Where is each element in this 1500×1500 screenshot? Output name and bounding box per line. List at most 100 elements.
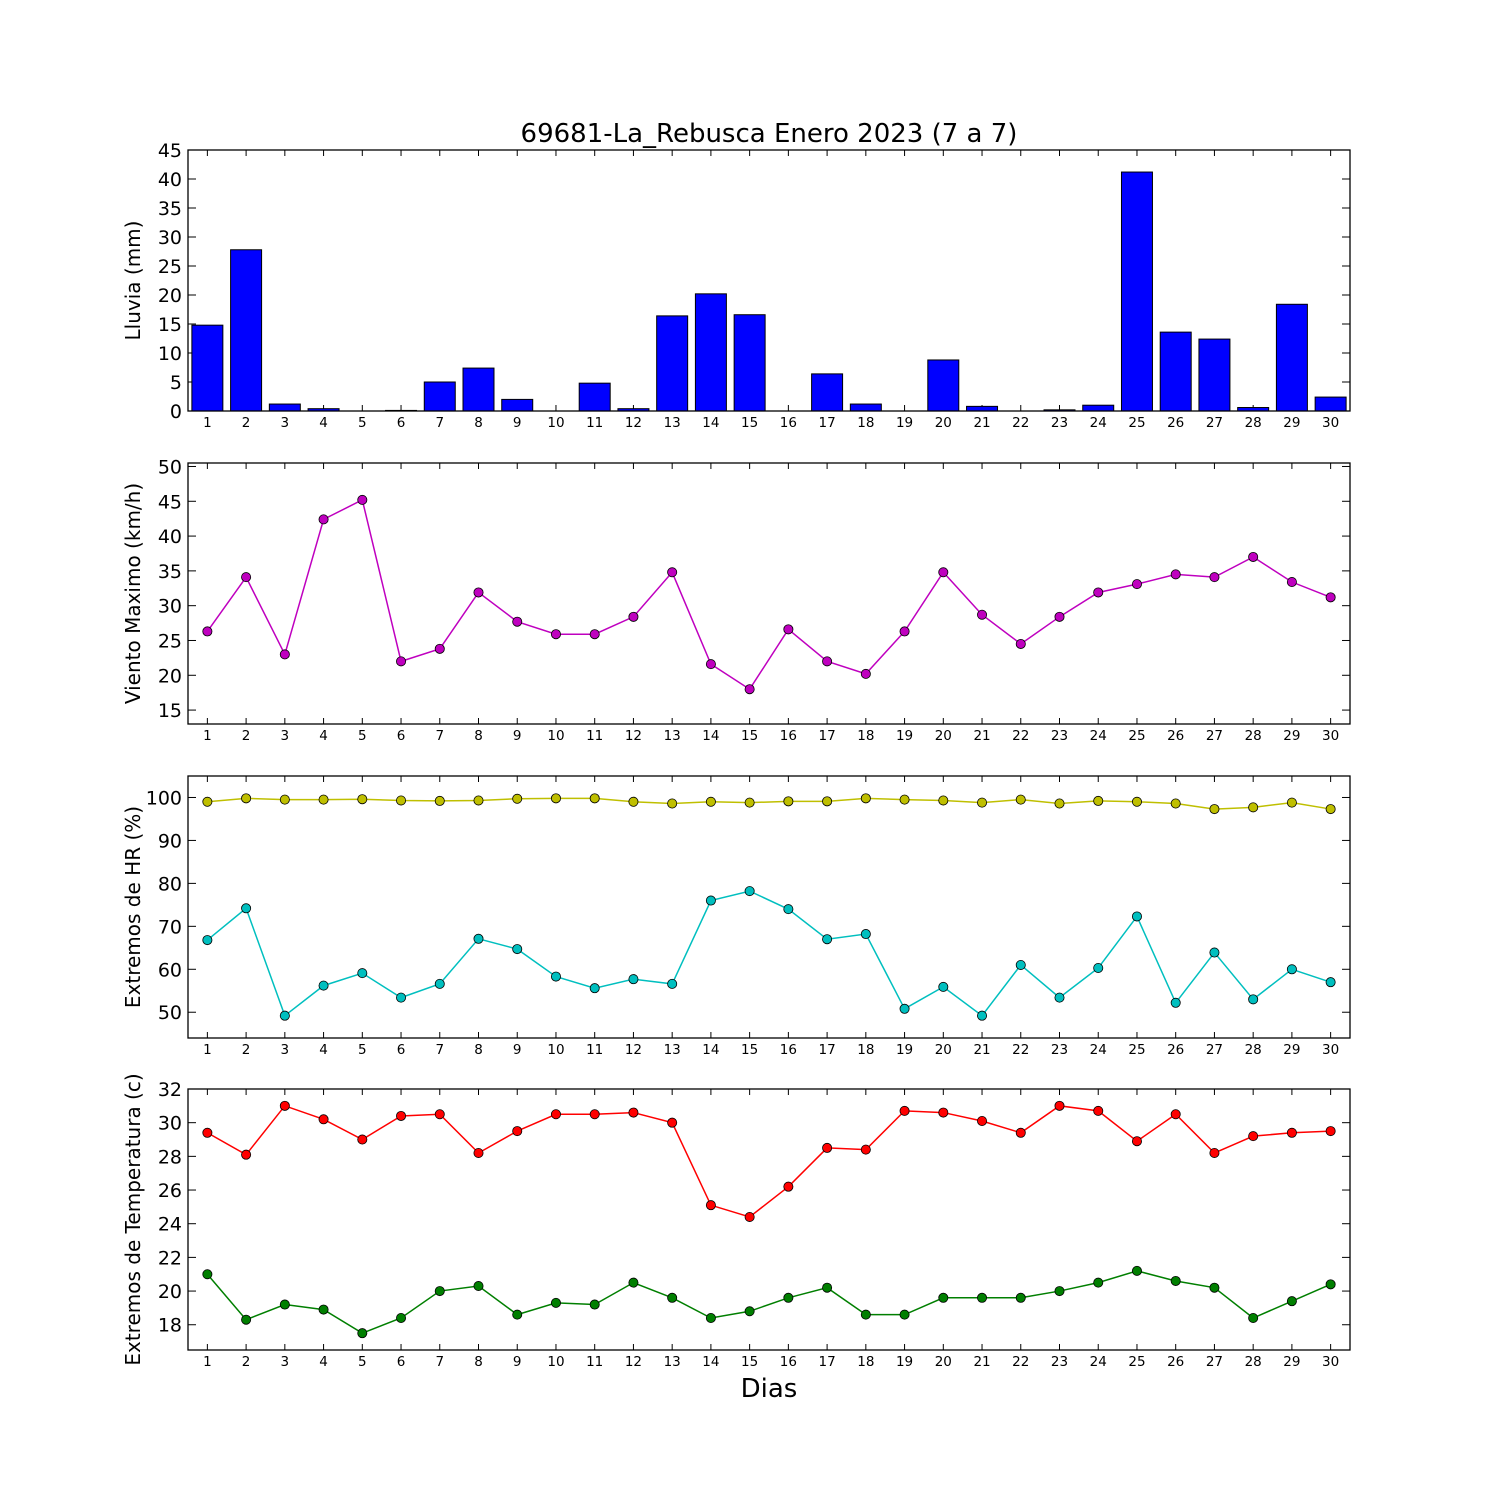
rain-bar [733,314,766,412]
x-tick-label: 12 [625,415,642,431]
x-tick-label: 28 [1245,415,1262,431]
series-1-point [744,797,755,808]
series-1-point [1170,1109,1181,1120]
series-2-point [705,1313,716,1324]
series-1-point [357,1134,368,1145]
rain-bar [1082,404,1115,412]
y-tick-label: 50 [158,456,182,478]
y-tick-label: 15 [158,314,182,336]
series-1-point [357,794,368,805]
x-tick-label: 5 [358,415,367,431]
series-1-point [1286,797,1297,808]
x-tick-label: 3 [281,1354,290,1370]
x-tick-label: 22 [1012,415,1029,431]
series-1-point [899,626,910,637]
x-tick-label: 4 [319,1042,328,1058]
series-1-point [396,656,407,667]
axes-frame [187,1088,1351,1351]
series-1-point [1170,569,1181,580]
x-tick-label: 10 [547,728,564,744]
x-tick-label: 24 [1090,415,1107,431]
series-1-point [434,643,445,654]
series-1-point [473,587,484,598]
series-1-point [589,793,600,804]
x-tick-label: 17 [819,415,836,431]
y-tick-label: 40 [158,526,182,548]
series-1-point [628,611,639,622]
x-tick-label: 26 [1167,415,1184,431]
y-tick-label: 18 [158,1315,182,1337]
x-tick-label: 23 [1051,728,1068,744]
x-tick-label: 15 [741,1354,758,1370]
series-1-point [977,797,988,808]
series-2-point [1015,959,1026,970]
series-2-point [473,1281,484,1292]
series-1-point [1054,611,1065,622]
series-1-point [860,668,871,679]
x-tick-label: 16 [780,728,797,744]
rain-bar [849,403,882,412]
series-1-point [705,796,716,807]
rain-bar [230,249,263,412]
rain-bar [191,324,224,412]
series-1-point [628,1107,639,1118]
x-tick-label: 10 [547,415,564,431]
series-1-point [977,609,988,620]
series-1-point [1054,798,1065,809]
series-2-point [1131,911,1142,922]
x-tick-label: 16 [780,1354,797,1370]
series-2-point [1054,992,1065,1003]
series-1-point [473,795,484,806]
series-2-point [899,1309,910,1320]
series-1-point [1248,551,1259,562]
x-tick-label: 25 [1128,1042,1145,1058]
series-2-point [822,934,833,945]
series-line-1 [206,498,1331,691]
x-tick-label: 24 [1090,728,1107,744]
series-2-point [1209,947,1220,958]
series-1-point [667,567,678,578]
x-tick-label: 7 [435,728,444,744]
x-tick-label: 23 [1051,1354,1068,1370]
x-tick-label: 30 [1322,1042,1339,1058]
axes-frame [187,775,1351,1039]
y-axis-label: Lluvia (mm) [121,221,145,341]
x-tick-label: 3 [281,1042,290,1058]
x-tick-label: 19 [896,1354,913,1370]
x-tick-label: 2 [242,728,251,744]
x-tick-label: 19 [896,728,913,744]
series-2-point [279,1299,290,1310]
series-2-point [1325,977,1336,988]
series-2-point [977,1292,988,1303]
y-tick-label: 45 [158,491,182,513]
x-tick-label: 29 [1283,415,1300,431]
x-tick-label: 26 [1167,1042,1184,1058]
series-2-point [628,1277,639,1288]
series-1-point [279,794,290,805]
series-1-point [202,796,213,807]
series-2-point [589,1299,600,1310]
x-tick-label: 18 [857,1042,874,1058]
series-1-point [318,514,329,525]
y-tick-label: 90 [158,830,182,852]
series-1-point [1015,794,1026,805]
series-1-point [473,1147,484,1158]
x-tick-label: 27 [1206,1354,1223,1370]
x-tick-label: 1 [203,1042,212,1058]
series-1-point [1209,804,1220,815]
x-tick-label: 20 [935,728,952,744]
series-1-point [396,795,407,806]
series-2-point [1093,962,1104,973]
y-tick-label: 35 [158,198,182,220]
series-1-point [396,1110,407,1121]
x-tick-label: 3 [281,728,290,744]
series-1-point [628,796,639,807]
x-tick-label: 15 [741,728,758,744]
x-tick-label: 12 [625,1042,642,1058]
x-tick-label: 14 [702,1042,719,1058]
series-1-point [1093,1105,1104,1116]
series-2-point [938,981,949,992]
y-tick-label: 25 [158,630,182,652]
series-2-point [550,1297,561,1308]
series-2-point [1054,1286,1065,1297]
